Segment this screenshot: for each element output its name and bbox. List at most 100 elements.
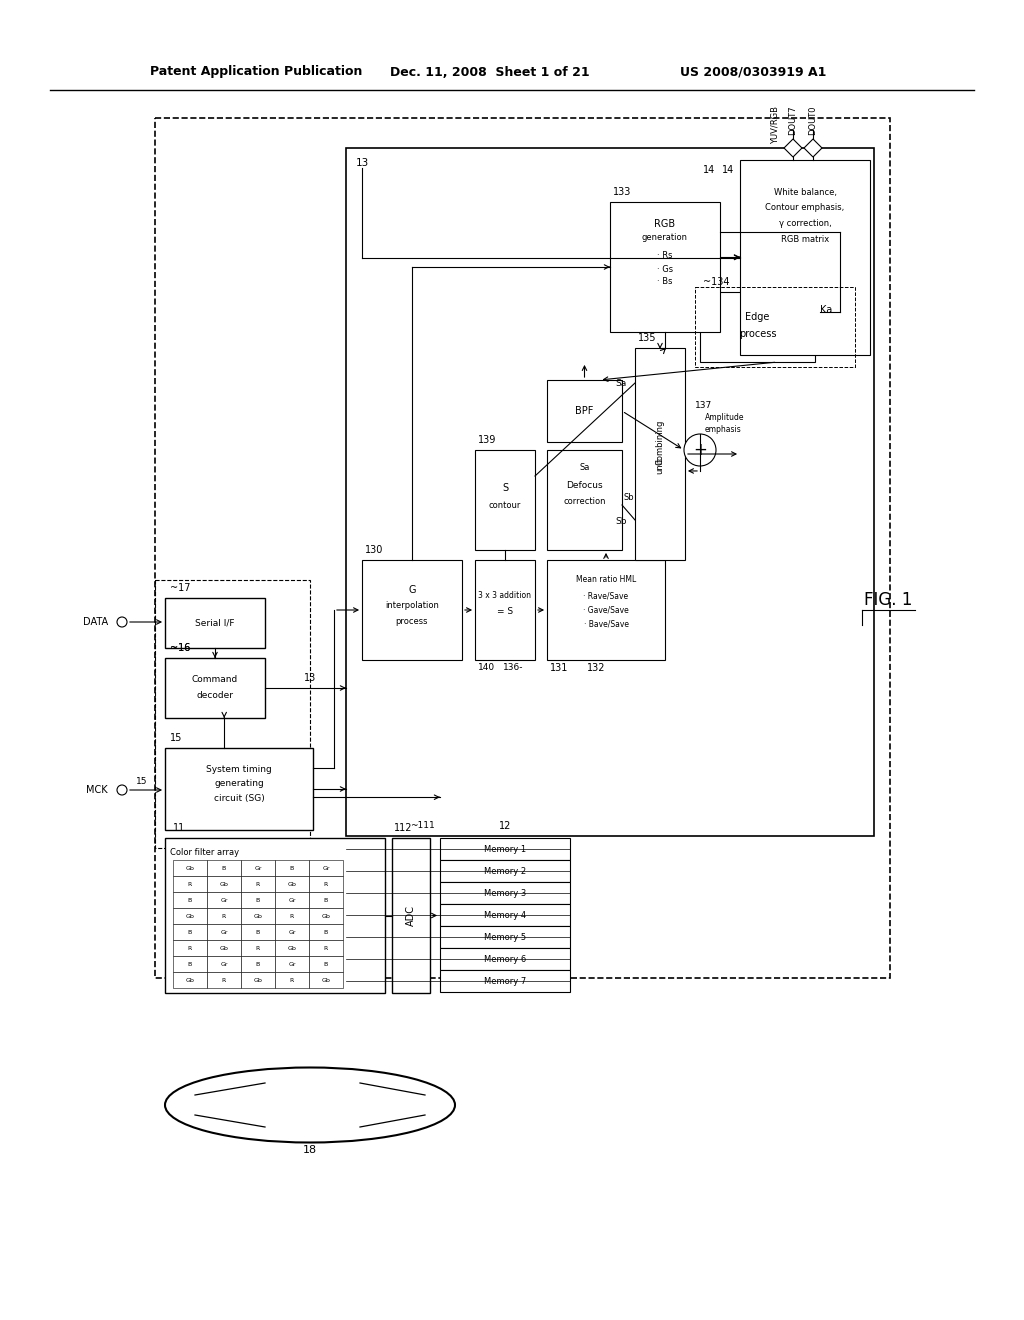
Text: White balance,: White balance, [773,187,837,197]
Text: process: process [738,329,776,339]
Bar [440,882,570,904]
Text: ~134: ~134 [703,277,729,286]
Text: US 2008/0303919 A1: US 2008/0303919 A1 [680,66,826,78]
Text: 131: 131 [550,663,568,673]
Text: R: R [256,882,260,887]
Bar [547,450,622,550]
Text: 139: 139 [478,436,497,445]
Text: Gr: Gr [220,898,227,903]
Bar [309,876,343,892]
Text: 3 x 3 addition: 3 x 3 addition [478,591,531,601]
Text: emphasis: emphasis [705,425,741,434]
Text: generating: generating [214,780,264,788]
Bar [700,292,815,362]
Bar [207,908,241,924]
Polygon shape [784,139,802,157]
Text: 130: 130 [365,545,383,554]
Text: BPF: BPF [575,407,594,416]
Bar [309,908,343,924]
Text: Contour emphasis,: Contour emphasis, [765,203,845,213]
Bar [173,892,207,908]
Text: Gb: Gb [185,866,195,870]
Text: System timing: System timing [206,766,272,775]
Text: · Gs: · Gs [657,264,673,273]
Bar [275,892,309,908]
Text: · Rs: · Rs [657,252,673,260]
Text: 13: 13 [356,158,370,168]
Bar [610,202,720,333]
Text: generation: generation [642,234,688,243]
Text: = S: = S [497,607,513,616]
Bar [207,861,241,876]
Text: Memory 3: Memory 3 [484,888,526,898]
Text: Gb: Gb [322,978,331,982]
Text: R: R [290,978,294,982]
Text: Gr: Gr [288,961,296,966]
Bar [440,838,570,861]
Text: 11: 11 [173,822,185,833]
Text: 140: 140 [478,664,496,672]
Text: Gb: Gb [254,913,262,919]
Text: B: B [222,866,226,870]
Text: · Rave/Save: · Rave/Save [584,591,629,601]
Text: DATA: DATA [83,616,108,627]
Text: Gb: Gb [219,882,228,887]
Text: Memory 5: Memory 5 [484,932,526,941]
Bar [547,560,665,660]
Text: Dec. 11, 2008  Sheet 1 of 21: Dec. 11, 2008 Sheet 1 of 21 [390,66,590,78]
Bar [635,348,685,560]
Bar [165,598,265,648]
Bar [165,838,385,993]
Bar [362,560,462,660]
Bar [440,861,570,882]
Bar [155,117,890,978]
Text: R: R [187,882,193,887]
Bar [207,940,241,956]
Bar [440,948,570,970]
Bar [207,876,241,892]
Text: Ka: Ka [820,305,833,315]
Text: B: B [187,961,193,966]
Text: MCK: MCK [86,785,108,795]
Bar [241,876,275,892]
Bar [440,904,570,927]
Bar [241,908,275,924]
Text: B: B [324,961,328,966]
Text: +: + [693,441,707,459]
Text: Memory 7: Memory 7 [484,977,526,986]
Text: · Gave/Save: · Gave/Save [583,606,629,615]
Bar [173,861,207,876]
Text: ~16: ~16 [170,643,190,653]
Bar [173,972,207,987]
Text: Memory 4: Memory 4 [484,911,526,920]
Bar [155,579,310,847]
Text: Gb: Gb [322,913,331,919]
Text: Command: Command [191,676,239,685]
Text: R: R [222,913,226,919]
Text: R: R [222,978,226,982]
Text: unit: unit [655,458,665,474]
Text: Gr: Gr [323,866,330,870]
Bar [275,972,309,987]
Text: ~111: ~111 [411,821,435,830]
Text: R: R [256,945,260,950]
Bar [241,972,275,987]
Text: 15: 15 [136,777,147,787]
Text: ~16: ~16 [170,643,190,653]
Bar [275,876,309,892]
Text: γ correction,: γ correction, [778,219,831,228]
Circle shape [117,785,127,795]
Bar [309,892,343,908]
Text: Defocus: Defocus [566,482,603,491]
Text: 18: 18 [303,1144,317,1155]
Text: S: S [502,483,508,492]
Circle shape [684,434,716,466]
Bar [207,972,241,987]
Text: 12: 12 [499,821,511,832]
Text: · Bave/Save: · Bave/Save [584,619,629,628]
Text: correction: correction [563,498,606,507]
Bar [275,908,309,924]
Text: R: R [324,882,328,887]
Text: Patent Application Publication: Patent Application Publication [150,66,362,78]
Text: Gr: Gr [220,961,227,966]
